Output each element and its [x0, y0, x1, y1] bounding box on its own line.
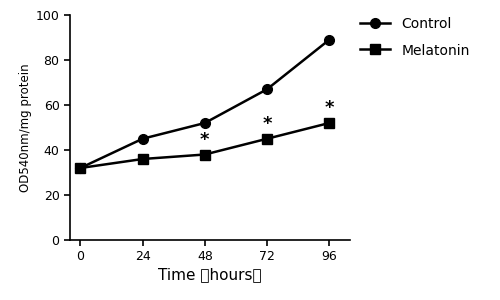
Text: *: *: [138, 135, 147, 153]
Text: *: *: [200, 131, 209, 149]
Text: *: *: [324, 99, 334, 117]
Melatonin: [326, 121, 332, 125]
Control: [326, 38, 332, 41]
Melatonin: [264, 137, 270, 140]
Control: [202, 121, 208, 125]
Line: Melatonin: Melatonin: [76, 118, 334, 173]
Melatonin: [202, 153, 208, 156]
Control: [78, 166, 84, 170]
Line: Control: Control: [76, 35, 334, 173]
Control: [140, 137, 145, 140]
Control: [264, 88, 270, 91]
Y-axis label: OD540nm/mg protein: OD540nm/mg protein: [18, 63, 32, 192]
Melatonin: [140, 157, 145, 161]
Legend: Control, Melatonin: Control, Melatonin: [360, 17, 470, 58]
Text: *: *: [262, 115, 272, 133]
X-axis label: Time （hours）: Time （hours）: [158, 268, 262, 283]
Melatonin: [78, 166, 84, 170]
